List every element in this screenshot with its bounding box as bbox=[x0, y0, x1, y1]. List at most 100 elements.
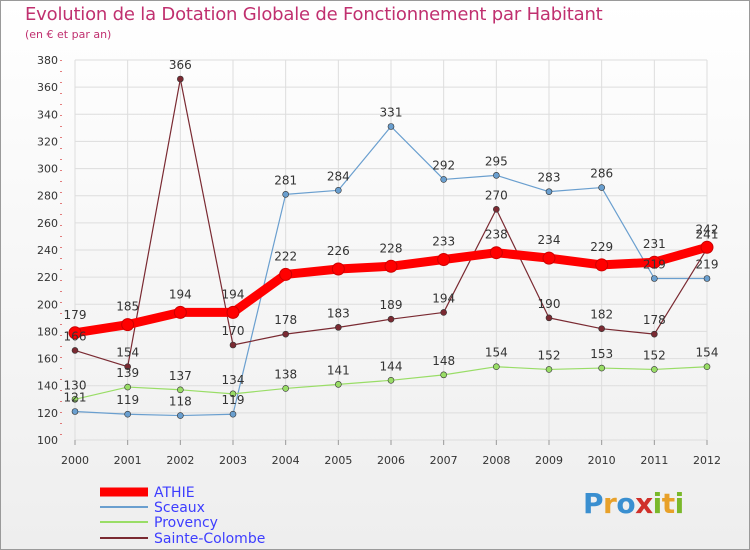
x-tick-label: 2009 bbox=[535, 454, 563, 467]
data-point bbox=[282, 330, 289, 338]
data-point bbox=[384, 259, 398, 273]
data-point bbox=[598, 184, 605, 191]
data-point bbox=[647, 255, 661, 269]
data-label: 152 bbox=[643, 348, 666, 362]
data-point bbox=[387, 123, 395, 130]
data-point bbox=[437, 253, 451, 266]
legend-label: ATHIE bbox=[154, 485, 195, 501]
data-label: 183 bbox=[327, 306, 350, 320]
y-tick-label: 280 bbox=[37, 190, 58, 203]
data-label: 190 bbox=[538, 297, 561, 311]
data-point bbox=[335, 381, 342, 388]
data-label: 166 bbox=[64, 329, 87, 343]
data-label: 194 bbox=[432, 291, 455, 305]
data-point bbox=[124, 410, 131, 418]
data-point bbox=[542, 251, 556, 265]
y-tick-label: 380 bbox=[37, 54, 58, 67]
data-point bbox=[229, 390, 237, 398]
y-tick-label: 140 bbox=[37, 380, 58, 393]
data-label: 154 bbox=[696, 346, 719, 360]
x-tick-label: 2005 bbox=[324, 454, 352, 467]
data-label: 331 bbox=[380, 106, 403, 120]
data-label: 152 bbox=[538, 348, 561, 362]
data-label: 179 bbox=[64, 308, 87, 322]
data-label: 242 bbox=[696, 222, 719, 236]
data-point bbox=[331, 262, 345, 276]
logo-letter: t bbox=[661, 487, 675, 520]
data-label: 182 bbox=[590, 308, 613, 322]
y-tick-label: 180 bbox=[37, 325, 58, 338]
data-point bbox=[279, 267, 293, 281]
data-point bbox=[173, 305, 187, 319]
data-point bbox=[71, 347, 79, 354]
logo-letter: P bbox=[583, 487, 604, 520]
data-point bbox=[124, 363, 131, 371]
data-label: 226 bbox=[327, 244, 350, 258]
chart-title: Evolution de la Dotation Globale de Fonc… bbox=[25, 4, 603, 25]
data-point bbox=[124, 383, 131, 391]
data-point bbox=[335, 186, 342, 194]
data-point bbox=[387, 376, 395, 384]
data-label: 148 bbox=[432, 354, 455, 368]
data-point bbox=[229, 341, 237, 349]
y-tick-label: 100 bbox=[37, 434, 58, 447]
logo-letter: i bbox=[674, 487, 685, 520]
data-point bbox=[177, 412, 184, 419]
data-label: 154 bbox=[485, 346, 508, 360]
x-tick-label: 2011 bbox=[640, 454, 668, 467]
y-tick-label: 200 bbox=[37, 298, 58, 311]
x-tick-label: 2004 bbox=[272, 454, 300, 467]
x-tick-label: 2007 bbox=[430, 454, 458, 467]
data-label: 144 bbox=[380, 359, 403, 373]
data-label: 231 bbox=[643, 237, 666, 251]
data-point bbox=[489, 246, 503, 260]
y-tick-label: 260 bbox=[37, 217, 58, 230]
data-label: 270 bbox=[485, 188, 508, 202]
data-label: 366 bbox=[169, 58, 192, 72]
x-tick-label: 2002 bbox=[166, 454, 194, 467]
data-label: 222 bbox=[274, 249, 297, 263]
y-tick-label: 160 bbox=[37, 353, 58, 366]
data-point bbox=[335, 324, 342, 331]
logo-letter: i bbox=[652, 487, 663, 520]
x-tick-label: 2010 bbox=[588, 454, 616, 467]
data-point bbox=[545, 188, 553, 195]
data-label: 119 bbox=[222, 393, 245, 407]
x-tick-label: 2012 bbox=[693, 454, 721, 467]
data-label: 185 bbox=[116, 300, 139, 314]
data-label: 189 bbox=[380, 298, 403, 312]
data-label: 137 bbox=[169, 369, 192, 383]
data-label: 153 bbox=[590, 347, 613, 361]
y-tick-label: 340 bbox=[37, 108, 58, 121]
data-point bbox=[598, 325, 605, 333]
data-point bbox=[545, 314, 553, 322]
data-point bbox=[229, 410, 237, 418]
data-label: 281 bbox=[274, 173, 297, 187]
data-point bbox=[440, 176, 447, 183]
data-label: 141 bbox=[327, 363, 350, 377]
data-label: 228 bbox=[380, 241, 403, 255]
data-label: 241 bbox=[696, 228, 719, 242]
data-point bbox=[121, 318, 135, 332]
data-label: 178 bbox=[643, 313, 666, 327]
data-point bbox=[226, 305, 240, 319]
data-label: 138 bbox=[274, 367, 297, 381]
x-tick-label: 2001 bbox=[114, 454, 142, 467]
data-label: 119 bbox=[116, 393, 139, 407]
data-label: 139 bbox=[116, 366, 139, 380]
logo-letter: x bbox=[635, 487, 653, 520]
data-label: 121 bbox=[64, 391, 87, 405]
y-tick-label: 300 bbox=[37, 163, 58, 176]
x-tick-label: 2000 bbox=[61, 454, 89, 467]
legend-label: Provency bbox=[154, 515, 218, 531]
data-label: 170 bbox=[222, 324, 245, 338]
y-tick-label: 220 bbox=[37, 271, 58, 284]
x-tick-label: 2003 bbox=[219, 454, 247, 467]
y-tick-label: 120 bbox=[37, 407, 58, 420]
data-label: 295 bbox=[485, 154, 508, 168]
x-tick-label: 2008 bbox=[482, 454, 510, 467]
data-point bbox=[387, 315, 395, 323]
data-label: 154 bbox=[116, 346, 139, 360]
data-point bbox=[177, 386, 184, 394]
